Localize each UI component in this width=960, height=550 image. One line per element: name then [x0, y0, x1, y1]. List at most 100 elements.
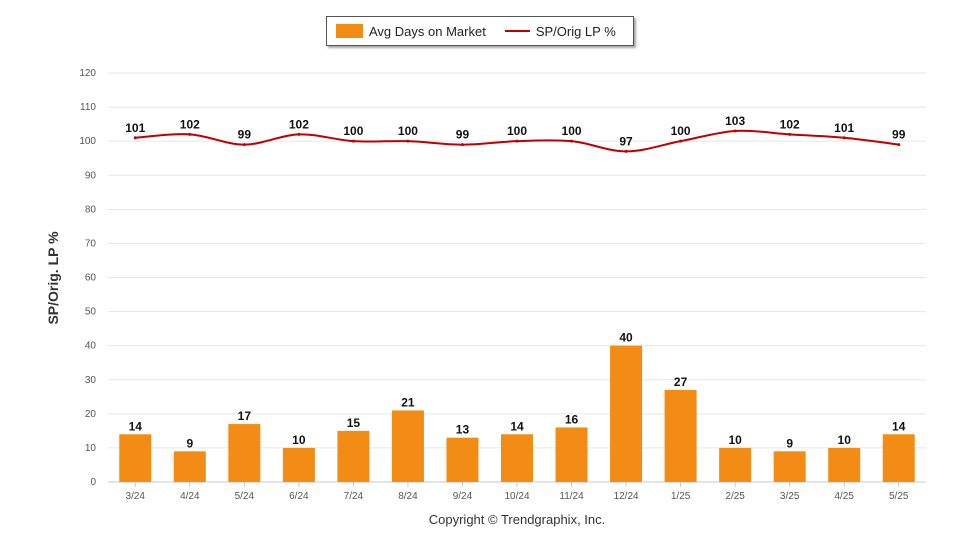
bar-value-label: 21: [401, 395, 415, 409]
bar: [828, 447, 861, 482]
y-tick-label: 20: [85, 409, 97, 420]
line-value-label: 101: [834, 121, 854, 135]
legend-swatch-bar: [336, 24, 363, 38]
bar-value-label: 10: [292, 433, 306, 447]
line-value-label: 100: [343, 124, 363, 138]
x-tick-label: 3/24: [126, 491, 146, 502]
bar: [119, 434, 152, 482]
line-value-label: 102: [289, 117, 309, 131]
bar-value-label: 40: [619, 331, 633, 345]
bar: [664, 389, 697, 482]
line-series: [133, 129, 901, 153]
bar: [391, 410, 424, 482]
line-value-label: 102: [780, 117, 800, 131]
line-data-labels: 101 102 99 102 100 100 99 100 100 97 100 103 102 101 9…: [125, 114, 905, 148]
legend: Avg Days on Market SP/Orig LP %: [326, 16, 634, 46]
line-value-label: 99: [892, 128, 906, 142]
x-tick-label: 3/25: [780, 491, 800, 502]
line-value-label: 100: [507, 124, 527, 138]
line-point: [406, 139, 410, 143]
x-tick-label: 8/24: [398, 491, 418, 502]
x-tick-label: 12/24: [614, 491, 639, 502]
legend-label-line: SP/Orig LP %: [535, 23, 616, 39]
line-point: [351, 139, 355, 143]
line-point: [570, 139, 574, 143]
line-value-label: 97: [619, 134, 633, 148]
bar: [228, 424, 261, 482]
x-tick-label: 9/24: [453, 491, 473, 502]
line-point: [188, 132, 192, 136]
y-tick-label: 100: [79, 136, 96, 147]
x-tick-label: 2/25: [725, 491, 745, 502]
line-value-label: 102: [180, 117, 200, 131]
bar-series: [119, 345, 915, 482]
gridlines: [108, 72, 926, 483]
bar-value-label: 10: [838, 433, 852, 447]
y-tick-label: 40: [85, 341, 97, 352]
y-tick-label: 30: [85, 375, 97, 386]
bar: [173, 451, 206, 482]
bar: [719, 447, 752, 482]
legend-label-bar: Avg Days on Market: [369, 23, 486, 39]
line-value-label: 100: [398, 124, 418, 138]
x-tick-label: 1/25: [671, 491, 691, 502]
line-point: [297, 132, 301, 136]
x-tick-label: 7/24: [344, 491, 364, 502]
y-tick-label: 60: [85, 273, 97, 284]
bar-value-label: 9: [186, 436, 193, 450]
bar-value-label: 16: [565, 412, 579, 426]
x-tick-label: 5/24: [235, 491, 255, 502]
y-tick-label: 80: [85, 204, 97, 215]
y-tick-label: 120: [79, 68, 96, 79]
y-axis-ticks: 0 10 20 30 40 50 60 70 80 90 100 110 120: [79, 68, 96, 488]
x-tick-label: 4/25: [834, 491, 854, 502]
y-tick-label: 70: [85, 238, 97, 249]
line-value-label: 99: [238, 128, 252, 142]
bar-value-label: 27: [674, 375, 688, 389]
bar-value-label: 17: [238, 409, 252, 423]
bar: [282, 447, 315, 482]
bar-value-label: 15: [347, 416, 361, 430]
y-tick-label: 10: [85, 443, 97, 454]
bar-value-label: 14: [892, 419, 906, 433]
line-point: [897, 143, 901, 147]
line-point: [242, 143, 246, 147]
legend-swatch-line: [504, 30, 530, 32]
bar-value-label: 14: [129, 419, 143, 433]
y-tick-label: 50: [85, 307, 97, 318]
line-value-label: 101: [125, 121, 145, 135]
legend-item-bar: Avg Days on Market: [327, 24, 486, 39]
line-point: [133, 136, 137, 140]
bar: [446, 437, 479, 482]
y-tick-label: 90: [85, 170, 97, 181]
bar: [882, 434, 915, 482]
line-point: [515, 139, 519, 143]
bar: [610, 345, 643, 482]
line-value-label: 103: [725, 114, 745, 128]
y-tick-label: 110: [80, 102, 96, 113]
line-value-label: 100: [671, 124, 691, 138]
x-tick-label: 11/24: [559, 491, 584, 502]
bar: [337, 430, 370, 482]
line-point: [733, 129, 737, 133]
bar-value-label: 14: [510, 419, 524, 433]
bar-value-label: 10: [728, 433, 742, 447]
copyright: Copyright © Trendgraphix, Inc.: [428, 512, 606, 527]
bar-value-label: 13: [456, 423, 470, 437]
x-tick-label: 5/25: [889, 491, 909, 502]
bar: [773, 451, 806, 482]
line-point: [842, 136, 846, 140]
y-axis-label: SP/Orig. LP %: [45, 231, 61, 325]
bar: [555, 427, 588, 482]
x-tick-label: 10/24: [504, 491, 529, 502]
y-tick-label: 0: [90, 477, 96, 488]
line-point: [460, 143, 464, 147]
bar-value-label: 9: [786, 436, 793, 450]
bar: [501, 434, 533, 482]
legend-item-line: SP/Orig LP %: [486, 24, 616, 39]
bar-data-labels: 14 9 17 10 15 21 13 14 16 40 27 10 9 10 14: [129, 331, 906, 451]
line-point: [624, 149, 628, 153]
x-tick-label: 4/24: [180, 491, 200, 502]
line-point: [788, 132, 792, 136]
